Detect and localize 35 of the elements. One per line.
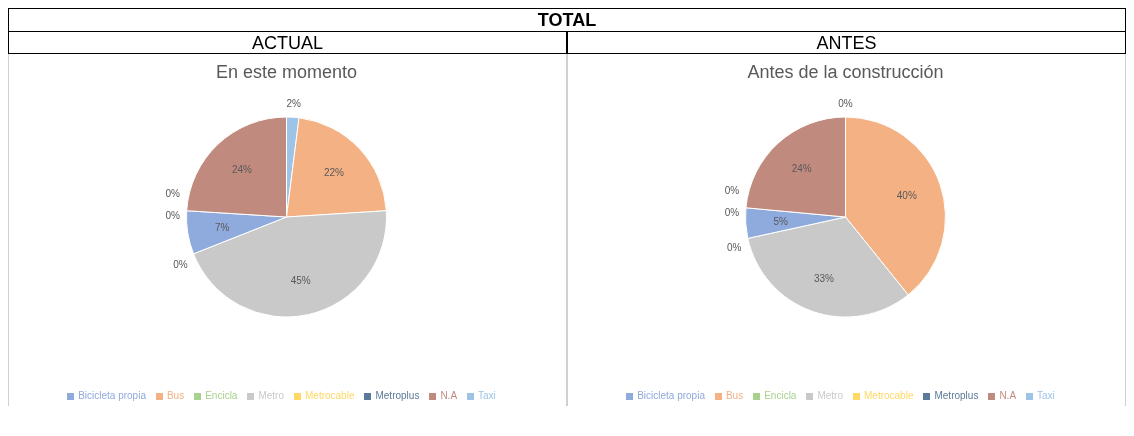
data-label: 22%: [323, 167, 344, 178]
legend-label: N.A: [440, 390, 458, 401]
text: TOTAL: [8, 8, 1126, 32]
data-label: 7%: [215, 221, 230, 233]
legend-label: Taxi: [1037, 390, 1055, 401]
text: 0%: [724, 184, 740, 196]
text: 0%: [165, 188, 180, 200]
legend-label: Metroplus: [375, 390, 420, 401]
text: 0%: [726, 241, 742, 253]
data-label: 33%: [813, 272, 835, 284]
text: ACTUAL: [8, 32, 567, 54]
text: ANTES: [567, 32, 1126, 54]
chart-title: Antes de la construcción: [746, 62, 945, 83]
legend-label: N.A: [999, 390, 1017, 401]
text: 0%: [173, 259, 188, 271]
text: 0%: [165, 210, 180, 222]
legend-label: Taxi: [478, 390, 496, 401]
legend-label: Bicicleta propia: [637, 390, 705, 401]
legend-label: Bus: [725, 390, 744, 401]
data-label: 2%: [286, 97, 301, 109]
data-label: 24%: [232, 164, 253, 176]
data-label: 45%: [290, 274, 311, 286]
legend-label: Metroplus: [934, 390, 979, 401]
legend-label: Encicla: [764, 390, 797, 401]
text: 0%: [838, 97, 853, 109]
legend-label: Bus: [166, 390, 185, 401]
legend-label: Metrocable: [864, 390, 914, 401]
legend-label: Bicicleta propia: [78, 390, 146, 401]
data-label: 40%: [896, 189, 917, 201]
data-label: 5%: [773, 215, 788, 227]
data-label: 24%: [791, 163, 812, 175]
text: 0%: [724, 206, 740, 218]
legend-label: Encicla: [205, 390, 238, 401]
chart-title: En este momento: [214, 62, 359, 83]
legend-label: Metrocable: [305, 390, 355, 401]
